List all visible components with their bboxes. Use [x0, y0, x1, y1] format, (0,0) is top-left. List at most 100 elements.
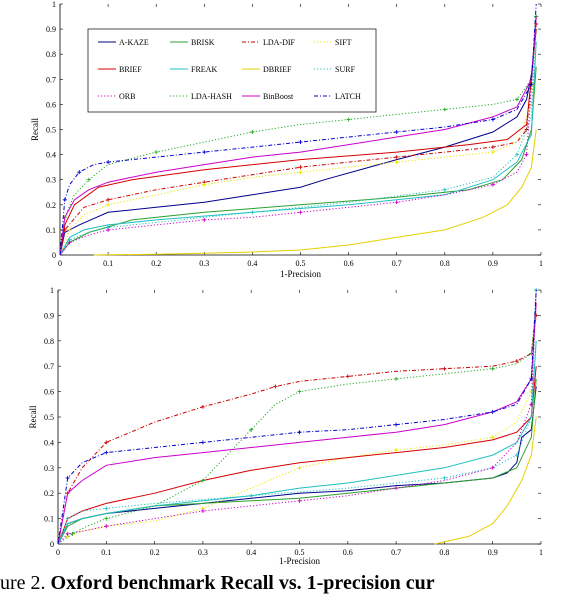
y-tick-label: 0.6 [46, 100, 56, 109]
x-tick-label: 0.3 [198, 548, 208, 557]
legend-label-sift: SIFT [335, 38, 352, 47]
data-point-sift [490, 435, 495, 440]
series-line-sift [57, 302, 537, 545]
data-point-lda-dif [442, 366, 447, 371]
data-point-latch [65, 475, 70, 480]
data-point-orb [106, 227, 111, 232]
data-point-latch [298, 140, 303, 145]
data-point-lda-dif [106, 197, 111, 202]
data-point-orb [394, 200, 399, 205]
x-tick-label: 0.5 [295, 548, 305, 557]
x-tick-label: 0.1 [101, 548, 111, 557]
data-point-lda-dif [200, 404, 205, 409]
legend: A-KAZE BRISK LDA-DIF SIFT BRIEF FREAK DBRIEF SU… [87, 28, 377, 113]
y-tick-label: 1 [52, 0, 56, 9]
y-tick-label: 0.1 [44, 515, 54, 524]
y-tick-label: 0.1 [46, 226, 56, 235]
y-axis-label: Recall [28, 405, 38, 428]
x-tick-label: 0 [58, 259, 62, 268]
data-point-lda-hash [249, 427, 254, 432]
legend-label-brief: BRIEF [119, 65, 142, 74]
data-point-orb [298, 210, 303, 215]
data-point-orb [202, 217, 207, 222]
legend-label-surf: SURF [335, 65, 356, 74]
x-tick-label: 0.1 [103, 259, 113, 268]
y-tick-label: 0.9 [46, 25, 56, 34]
x-tick-label: 0.9 [488, 548, 498, 557]
data-point-surf [442, 187, 447, 192]
data-point-lda-dif [514, 359, 519, 364]
data-point-orb [490, 465, 495, 470]
legend-label-lda-dif: LDA-DIF [263, 38, 296, 47]
y-tick-label: 0 [52, 251, 56, 260]
y-tick-label: 0.4 [44, 438, 54, 447]
data-point-latch [202, 150, 207, 155]
data-point-lda-hash [297, 389, 302, 394]
y-tick-label: 0.5 [46, 126, 56, 135]
data-point-latch [62, 197, 67, 202]
series-line-brief [57, 366, 537, 545]
legend-label-dbrief: DBRIEF [263, 65, 292, 74]
data-point-latch [490, 409, 495, 414]
data-point-orb [529, 402, 534, 407]
data-point-lda-dif [394, 155, 399, 160]
data-point-orb [67, 240, 72, 245]
data-point-surf [514, 453, 519, 458]
legend-label-a-kaze: A-KAZE [119, 38, 149, 47]
y-tick-label: 1 [50, 286, 54, 295]
x-tick-label: 0.4 [247, 259, 257, 268]
legend-label-freak: FREAK [191, 65, 217, 74]
data-point-latch [529, 376, 534, 381]
data-point-surf [442, 475, 447, 480]
data-point-orb [490, 182, 495, 187]
data-point-lda-hash [514, 97, 519, 102]
series-line-latch [59, 3, 537, 256]
data-point-surf [514, 152, 519, 157]
series-line-orb [57, 289, 537, 545]
y-tick-label: 0.8 [46, 50, 56, 59]
data-point-sift [394, 160, 399, 165]
data-point-latch [394, 130, 399, 135]
data-point-orb [65, 531, 70, 536]
data-point-lda-dif [273, 384, 278, 389]
series-line-freak [59, 41, 537, 256]
series-line-surf [59, 16, 537, 256]
x-tick-label: 0.2 [151, 259, 161, 268]
x-tick-label: 0.7 [391, 548, 401, 557]
data-point-latch [77, 170, 82, 175]
data-point-latch [297, 430, 302, 435]
data-point-sift [298, 170, 303, 175]
data-point-lda-hash [86, 177, 91, 182]
series-line-lda-dif [57, 315, 537, 545]
x-tick-label: 1 [539, 259, 543, 268]
y-tick-label: 0.5 [44, 413, 54, 422]
data-point-latch [200, 440, 205, 445]
data-point-orb [200, 508, 205, 513]
caption-prefix: ure 2. [0, 572, 46, 594]
data-point-lda-dif [490, 145, 495, 150]
chart-panel-1: 0 0.1 0.2 0.3 0.4 0.5 0.6 0.7 0.8 0.9 1 0 0.1 0.2 0.3 0… [30, 0, 543, 279]
x-tick-label: 1 [539, 548, 543, 557]
data-point-latch [106, 160, 111, 165]
x-tick-label: 0.5 [296, 259, 306, 268]
series-line-surf [57, 289, 537, 545]
figure-caption: ure 2. Oxford benchmark Recall vs. 1-pre… [0, 572, 578, 595]
data-point-lda-hash [70, 531, 75, 536]
y-tick-label: 0.7 [46, 75, 56, 84]
data-point-lda-dif [298, 165, 303, 170]
data-point-surf [65, 516, 70, 521]
series-line-latch [57, 289, 537, 545]
data-point-latch [490, 117, 495, 122]
data-point-lda-dif [104, 440, 109, 445]
data-point-lda-hash [104, 516, 109, 521]
x-tick-label: 0.3 [199, 259, 209, 268]
y-tick-label: 0.8 [44, 337, 54, 346]
data-point-latch [529, 82, 534, 87]
x-tick-label: 0.6 [344, 259, 354, 268]
y-tick-label: 0.2 [44, 489, 54, 498]
data-point-orb [104, 524, 109, 529]
figure: 0 0.1 0.2 0.3 0.4 0.5 0.6 0.7 0.8 0.9 1 0 0.1 0.2 0.3 0… [28, 0, 543, 566]
chart-panel-2: 0 0.1 0.2 0.3 0.4 0.5 0.6 0.7 0.8 0.9 1 0 0.1 0.2 0.3 0… [28, 286, 543, 566]
data-point-lda-hash [394, 376, 399, 381]
series-line-a-kaze [59, 29, 537, 256]
